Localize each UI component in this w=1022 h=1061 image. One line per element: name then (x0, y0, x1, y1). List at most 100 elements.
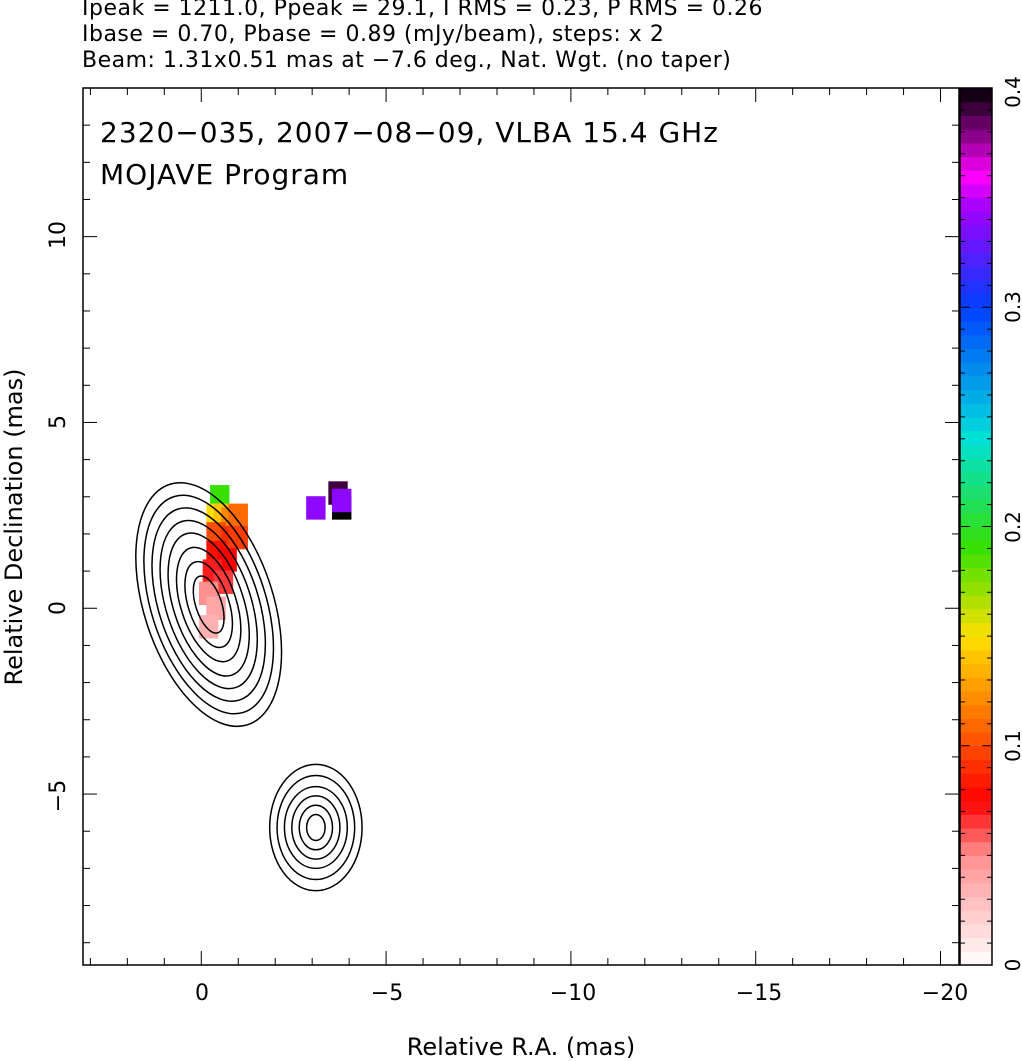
colorbar-step (960, 855, 992, 870)
chart-title: 2320−035, 2007−08−09, VLBA 15.4 GHz (100, 116, 719, 149)
colorbar-step (960, 348, 992, 363)
colorbar-step (960, 622, 992, 637)
colorbar-step (960, 129, 992, 144)
colorbar-step (960, 142, 992, 158)
axis-ticks (83, 87, 959, 965)
y-tick-label: 5 (46, 415, 71, 429)
colorbar-step (960, 211, 992, 226)
colorbar-step (960, 307, 992, 322)
x-axis-label: Relative R.A. (mas) (407, 1033, 635, 1061)
colorbar-step (960, 183, 992, 199)
contour (135, 481, 283, 728)
colorbar-step (960, 320, 992, 336)
polarization-pixel (213, 570, 234, 594)
colorbar-step (960, 937, 992, 952)
plot-frame (82, 87, 960, 966)
colorbar-tick-label: 0.4 (1001, 76, 1022, 108)
colorbar-step (960, 526, 992, 541)
colorbar-step (960, 690, 992, 706)
colorbar-step (960, 225, 992, 240)
colorbar-step (960, 362, 992, 377)
colorbar-step (960, 553, 992, 569)
colorbar-step (960, 471, 992, 486)
colorbar-step (960, 786, 992, 802)
colorbar-step (960, 430, 992, 445)
x-tick-label: 0 (195, 981, 209, 1006)
colorbar-step (960, 293, 992, 308)
contour (192, 575, 225, 634)
contour (291, 795, 341, 860)
colorbar-tick-label: 0.3 (1001, 291, 1022, 323)
colorbar-step (960, 814, 992, 829)
colorbar-step (960, 499, 992, 514)
colorbar-step (960, 170, 992, 185)
header-line-1: Ipeak = 1211.0, Ppeak = 29.1, I RMS = 0.… (82, 0, 763, 21)
colorbar-step (960, 512, 992, 528)
colorbar-step (960, 869, 992, 884)
polarization-pixels (198, 481, 352, 639)
colorbar-step (960, 759, 992, 774)
colorbar-step (960, 485, 992, 500)
x-tick-label: −20 (922, 981, 968, 1006)
colorbar-step (960, 910, 992, 925)
contour (167, 532, 250, 677)
contour (305, 813, 326, 842)
contour (298, 804, 334, 851)
colorbar-step (960, 403, 992, 418)
contour (159, 519, 259, 690)
colorbar-step (960, 718, 992, 733)
colorbar-step (960, 704, 992, 719)
colorbar (960, 88, 992, 966)
contour (283, 785, 349, 870)
chart-subtitle: MOJAVE Program (100, 158, 349, 191)
contour (184, 560, 234, 649)
contour (143, 494, 275, 715)
colorbar-step (960, 101, 992, 117)
colorbar-tick-label: 0.1 (1001, 730, 1022, 762)
colorbar-step (960, 745, 992, 761)
contour (151, 507, 267, 702)
colorbar-step (960, 923, 992, 939)
colorbar-step (960, 649, 992, 665)
colorbar-step (960, 444, 992, 459)
colorbar-step (960, 197, 992, 212)
colorbar-step (960, 156, 992, 171)
y-tick-label: 10 (46, 221, 71, 249)
header-line-2: Ibase = 0.70, Pbase = 0.89 (mJy/beam), s… (82, 22, 665, 47)
x-tick-label: −5 (371, 981, 403, 1006)
colorbar-step (960, 800, 992, 815)
polarization-pixel (332, 488, 352, 513)
contour (268, 763, 363, 892)
header-line-3: Beam: 1.31x0.51 mas at −7.6 deg., Nat. W… (82, 48, 732, 73)
colorbar-step (960, 882, 992, 898)
x-tick-label: −15 (736, 981, 782, 1006)
colorbar-tick-label: 0.2 (1001, 511, 1022, 543)
x-tick-label: −10 (550, 981, 596, 1006)
contour (175, 546, 242, 663)
colorbar-step (960, 279, 992, 295)
colorbar-step (960, 595, 992, 610)
colorbar-step (960, 567, 992, 582)
polarization-pixel (228, 503, 248, 528)
colorbar-step (960, 375, 992, 391)
contour (276, 774, 356, 881)
colorbar-step (960, 252, 992, 267)
colorbar-step (960, 334, 992, 349)
total-intensity-contours (135, 481, 363, 892)
colorbar-step (960, 608, 992, 624)
y-axis-label: Relative Declination (mas) (0, 368, 28, 685)
colorbar-step (960, 636, 992, 651)
colorbar-step (960, 266, 992, 281)
y-tick-label: 0 (46, 601, 71, 615)
colorbar-step (960, 416, 992, 432)
colorbar-step (960, 238, 992, 254)
colorbar-step (960, 663, 992, 678)
colorbar-step (960, 389, 992, 404)
colorbar-step (960, 773, 992, 788)
colorbar-step (960, 457, 992, 473)
polarization-pixel (210, 485, 230, 509)
colorbar-step (960, 115, 992, 130)
colorbar-step (960, 827, 992, 843)
colorbar-step (960, 540, 992, 555)
